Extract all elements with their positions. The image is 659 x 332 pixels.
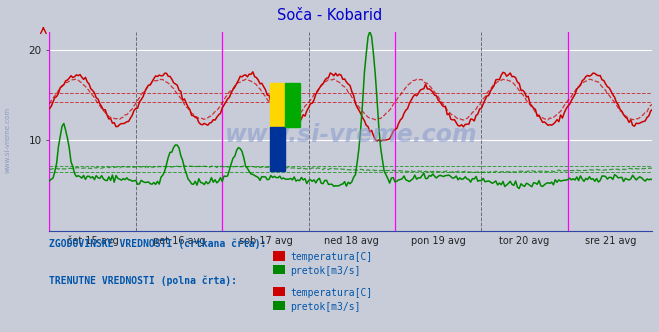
Text: ZGODOVINSKE VREDNOSTI (črtkana črta):: ZGODOVINSKE VREDNOSTI (črtkana črta): <box>49 239 267 249</box>
Text: TRENUTNE VREDNOSTI (polna črta):: TRENUTNE VREDNOSTI (polna črta): <box>49 275 237 286</box>
Text: www.si-vreme.com: www.si-vreme.com <box>225 123 477 147</box>
Text: pretok[m3/s]: pretok[m3/s] <box>290 266 360 276</box>
Text: www.si-vreme.com: www.si-vreme.com <box>5 106 11 173</box>
Text: pretok[m3/s]: pretok[m3/s] <box>290 302 360 312</box>
Text: temperatura[C]: temperatura[C] <box>290 288 372 298</box>
Bar <box>285 83 300 127</box>
Text: Soča - Kobarid: Soča - Kobarid <box>277 8 382 23</box>
Bar <box>270 127 285 171</box>
Bar <box>270 83 285 127</box>
Text: temperatura[C]: temperatura[C] <box>290 252 372 262</box>
